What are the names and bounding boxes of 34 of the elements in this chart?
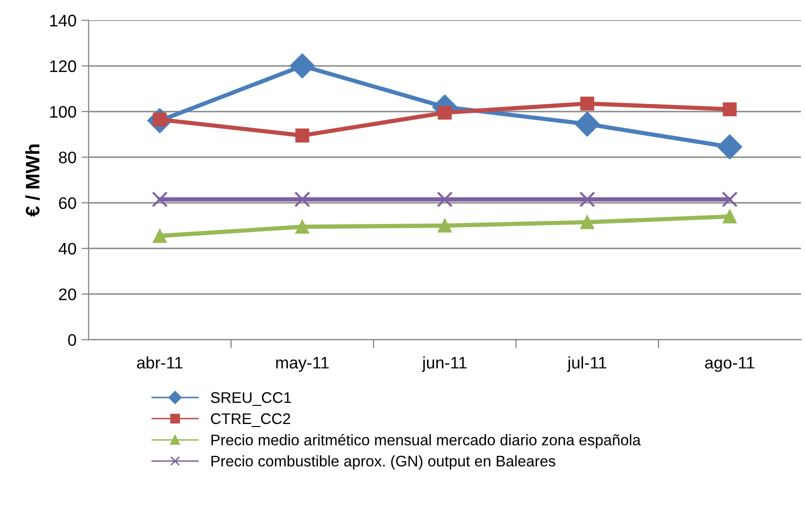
y-tick-label: 40 bbox=[58, 242, 76, 255]
point bbox=[574, 112, 600, 137]
x-tick-label: jul-11 bbox=[567, 356, 606, 372]
point bbox=[438, 218, 452, 233]
point bbox=[722, 210, 737, 224]
x-tick-label: jun-11 bbox=[422, 356, 466, 372]
point bbox=[722, 191, 738, 208]
x-tick-label: may-11 bbox=[276, 356, 329, 372]
point bbox=[580, 215, 594, 230]
y-tick-label: 140 bbox=[50, 14, 76, 26]
legend-label: CTRE_CC2 bbox=[211, 413, 290, 427]
y-tick-label: 60 bbox=[59, 197, 76, 210]
y-tick-label: 120 bbox=[50, 60, 76, 72]
y-tick-label: 80 bbox=[58, 152, 76, 164]
x-tick-label: abr-11 bbox=[137, 356, 182, 369]
legend-label: Precio medio aritmético mensual mercado diario zona española bbox=[211, 434, 641, 448]
y-tick-label: 100 bbox=[50, 106, 76, 118]
legend-label: Precio combustible aprox. (GN) output en Baleares bbox=[211, 455, 556, 470]
y-tick-label: 20 bbox=[59, 288, 76, 300]
y-tick-label: 0 bbox=[68, 334, 76, 346]
point bbox=[580, 96, 594, 110]
point bbox=[295, 128, 310, 142]
y-axis-title: € / MWh bbox=[25, 144, 40, 217]
point bbox=[717, 134, 742, 160]
point bbox=[579, 191, 596, 208]
point bbox=[152, 228, 167, 243]
point bbox=[152, 191, 168, 208]
point bbox=[295, 220, 310, 234]
point bbox=[290, 53, 315, 78]
point bbox=[722, 102, 737, 116]
x-tick-label: ago-11 bbox=[705, 356, 754, 372]
point bbox=[436, 191, 453, 208]
point bbox=[294, 191, 310, 208]
legend-label: SREU_CC1 bbox=[210, 392, 291, 406]
